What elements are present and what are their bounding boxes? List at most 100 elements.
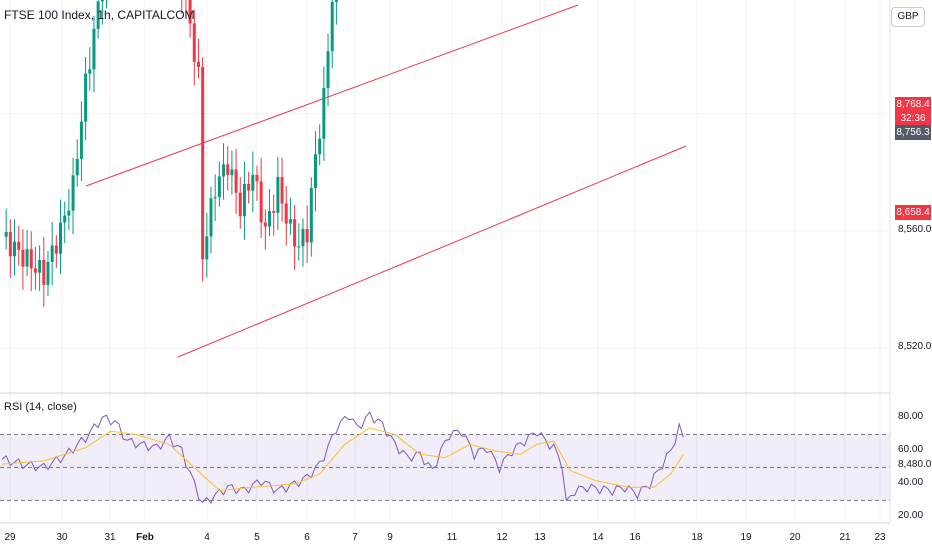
candle-body (8, 231, 12, 257)
time-tick: 20 (789, 532, 801, 543)
candle-body (301, 229, 305, 247)
chart-title: FTSE 100 Index, 1h, CAPITALCOM (4, 8, 195, 22)
candle-body (251, 174, 255, 191)
candle-body (268, 211, 272, 227)
candle-body (4, 231, 8, 237)
time-tick: 21 (839, 532, 851, 543)
rsi-tick: 20.00 (898, 509, 924, 521)
candle-body (309, 188, 313, 243)
candle-body (222, 164, 226, 177)
candle-body (50, 245, 54, 262)
candle-body (330, 1, 334, 52)
candle-body (201, 67, 205, 260)
candle-body (13, 241, 17, 257)
candle-body (33, 268, 37, 273)
last-price-tag: 8,768.4 (895, 97, 931, 112)
channel-lower (177, 145, 687, 358)
candle-body (75, 158, 79, 176)
time-tick: 11 (446, 532, 458, 543)
candle-body (247, 184, 251, 191)
candle-body (92, 28, 96, 70)
candle-body (213, 197, 217, 199)
time-tick: 30 (56, 532, 68, 543)
candle-body (46, 261, 50, 285)
candle-body (272, 211, 276, 213)
candle-body (63, 215, 67, 223)
candle-body (276, 176, 280, 213)
time-tick: Feb (136, 532, 154, 543)
time-tick: 29 (4, 532, 16, 543)
time-tick: 23 (874, 532, 886, 543)
candle-body (230, 169, 234, 176)
candle-body (322, 88, 326, 139)
candle-body (54, 245, 58, 254)
candle-body (192, 23, 196, 62)
rsi-pane (0, 411, 890, 504)
stop-price-tag: 8,658.4 (895, 205, 931, 220)
candle-body (226, 164, 230, 176)
candle-body (42, 259, 46, 285)
time-tick: 12 (496, 532, 508, 543)
time-tick: 4 (204, 532, 210, 543)
candle-body (71, 175, 75, 211)
candle-body (263, 222, 267, 227)
candle-body (17, 241, 21, 250)
candle-body (21, 249, 25, 267)
entry-price-tag: 8,756.3 (895, 125, 931, 140)
trend-channel (85, 4, 687, 358)
candle-body (196, 61, 200, 68)
rsi-line (1, 411, 684, 504)
candle-body (234, 169, 238, 193)
currency-button[interactable]: GBP (891, 7, 925, 27)
candle-body (100, 0, 104, 2)
candle-body (284, 203, 288, 224)
price-tick: 8,480.0 (898, 458, 932, 470)
time-tick: 18 (691, 532, 703, 543)
candle-body (238, 192, 242, 217)
price-tick: 8,520.0 (898, 341, 932, 353)
rsi-tick: 80.00 (898, 411, 924, 422)
time-tick: 5 (254, 532, 260, 543)
rsi-title: RSI (14, close) (4, 401, 77, 413)
rsi-tick: 60.00 (898, 443, 924, 455)
candle-body (67, 210, 71, 216)
candle-body (84, 73, 88, 122)
time-tick: 9 (387, 532, 393, 543)
time-tick: 16 (629, 532, 641, 543)
candle-body (280, 176, 284, 204)
channel-upper (85, 4, 579, 187)
candle-body (29, 249, 33, 269)
time-tick: 31 (104, 532, 116, 543)
candle-body (38, 259, 42, 273)
candle-body (25, 249, 29, 267)
candle-body (242, 184, 246, 217)
candle-body (205, 236, 209, 260)
rsi-tick: 40.00 (898, 476, 924, 488)
time-tick: 19 (740, 532, 752, 543)
candle-body (209, 198, 213, 237)
candle-body (217, 176, 221, 198)
candle-body (88, 69, 92, 74)
price-tick: 8,560.0 (898, 223, 932, 235)
rsi-ma-line (1, 427, 684, 492)
time-tick: 13 (534, 532, 546, 543)
candles (4, 0, 338, 307)
time-tick: 6 (304, 532, 310, 543)
candle-body (326, 51, 330, 89)
candle-body (297, 246, 301, 248)
candle-body (288, 219, 292, 224)
candle-body (96, 1, 100, 29)
candle-body (305, 229, 309, 243)
candle-body (59, 222, 63, 254)
time-tick: 14 (592, 532, 604, 543)
candle-body (188, 0, 192, 24)
time-tick: 7 (352, 532, 358, 543)
candle-body (293, 219, 297, 247)
candle-body (79, 121, 83, 159)
candle-body (314, 154, 317, 189)
countdown-tag: 32:36 (895, 111, 931, 126)
candle-body (334, 0, 338, 2)
candle-body (259, 181, 263, 223)
candle-body (318, 138, 322, 155)
